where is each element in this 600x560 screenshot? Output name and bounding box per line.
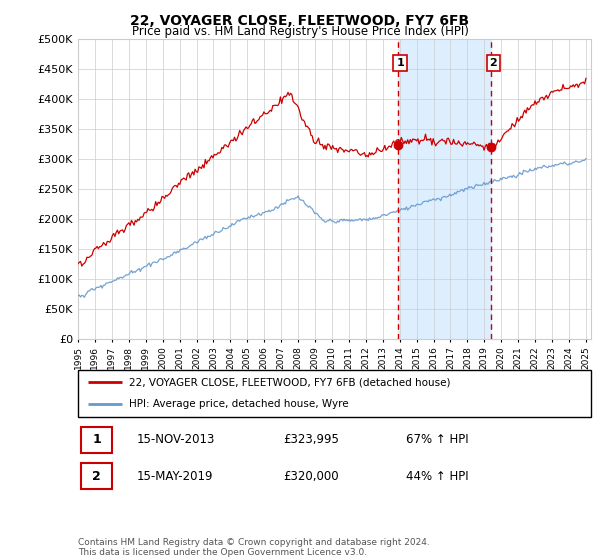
Text: 1: 1 <box>92 433 101 446</box>
Bar <box>398 39 491 339</box>
Text: 1: 1 <box>396 58 404 68</box>
FancyBboxPatch shape <box>80 463 112 489</box>
Text: 22, VOYAGER CLOSE, FLEETWOOD, FY7 6FB: 22, VOYAGER CLOSE, FLEETWOOD, FY7 6FB <box>130 14 470 28</box>
Text: £320,000: £320,000 <box>283 470 339 483</box>
Text: 2: 2 <box>490 58 497 68</box>
Text: 67% ↑ HPI: 67% ↑ HPI <box>406 433 469 446</box>
Text: 15-MAY-2019: 15-MAY-2019 <box>137 470 214 483</box>
Text: Price paid vs. HM Land Registry's House Price Index (HPI): Price paid vs. HM Land Registry's House … <box>131 25 469 38</box>
Text: 2: 2 <box>92 470 101 483</box>
Text: HPI: Average price, detached house, Wyre: HPI: Average price, detached house, Wyre <box>130 399 349 409</box>
FancyBboxPatch shape <box>80 427 112 453</box>
Text: £323,995: £323,995 <box>283 433 339 446</box>
Text: 15-NOV-2013: 15-NOV-2013 <box>137 433 215 446</box>
Text: 44% ↑ HPI: 44% ↑ HPI <box>406 470 469 483</box>
Text: 22, VOYAGER CLOSE, FLEETWOOD, FY7 6FB (detached house): 22, VOYAGER CLOSE, FLEETWOOD, FY7 6FB (d… <box>130 377 451 388</box>
Text: Contains HM Land Registry data © Crown copyright and database right 2024.
This d: Contains HM Land Registry data © Crown c… <box>78 538 430 557</box>
